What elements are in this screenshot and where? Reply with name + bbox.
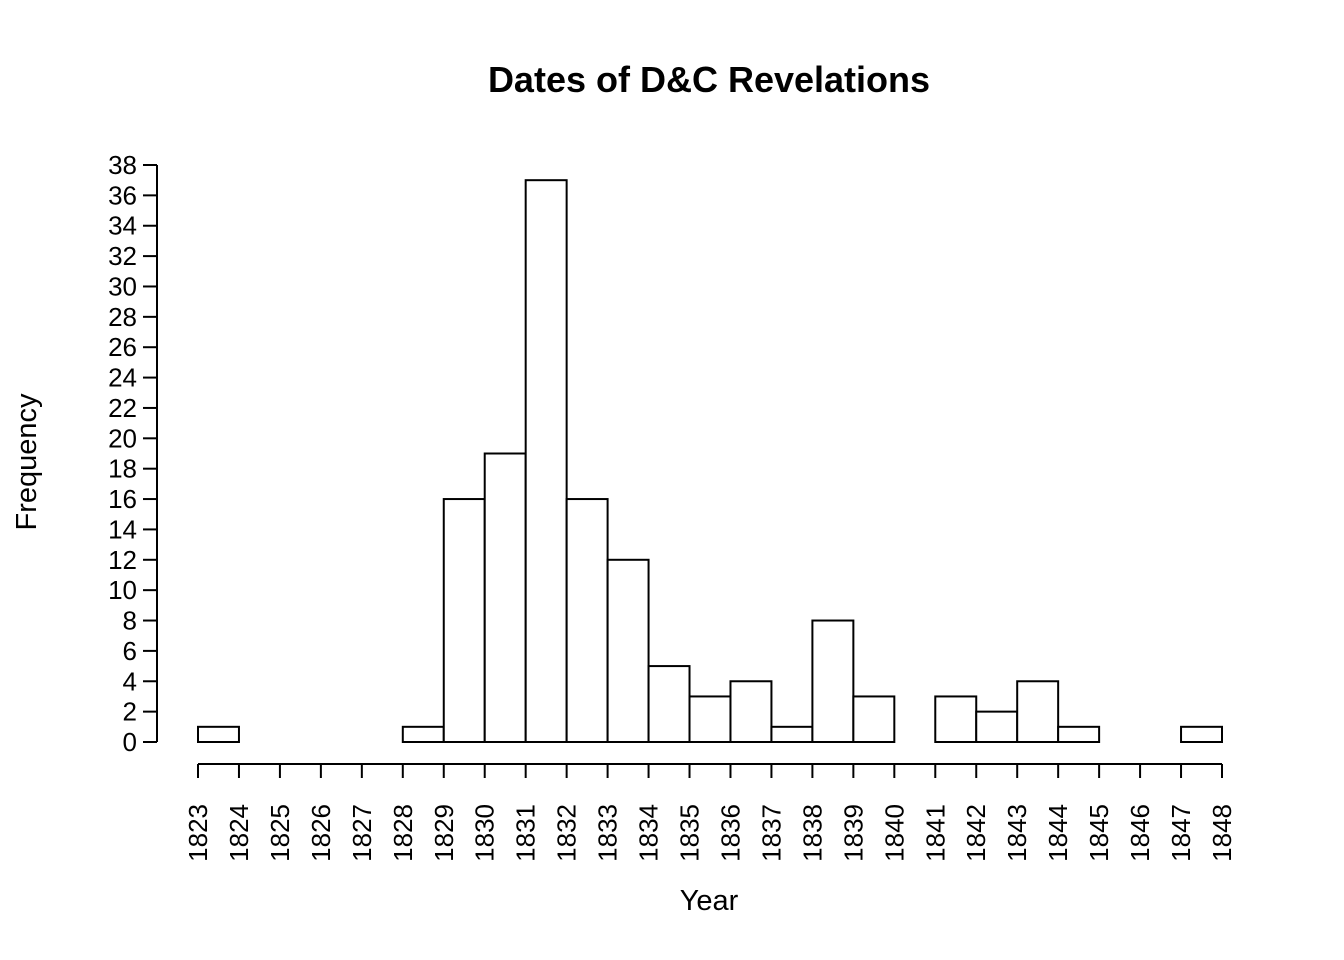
x-axis: 1823 1824 1825 1826 1827 1828 1829 1830 1831 1832… (183, 763, 1237, 862)
y-tick-label: 4 (123, 666, 137, 696)
histogram-bar-1837 (770, 725, 814, 744)
y-tick-label: 26 (108, 332, 137, 362)
histogram-bar-1832 (565, 498, 609, 744)
y-tick-label: 38 (108, 150, 137, 180)
histogram-bar-1847 (1180, 725, 1224, 744)
x-tick-label: 1836 (715, 804, 745, 862)
x-axis-label: Year (680, 885, 739, 917)
y-tick-label: 20 (108, 423, 137, 453)
x-tick-label: 1834 (634, 804, 664, 862)
y-tick-label: 30 (108, 271, 137, 301)
y-tick-label: 18 (108, 454, 137, 484)
histogram-bar-1830 (483, 452, 527, 743)
y-tick-label: 34 (108, 211, 137, 241)
y-tick-label: 0 (123, 727, 137, 757)
y-tick-label: 24 (108, 363, 137, 393)
histogram-bar-1841 (934, 695, 978, 744)
y-tick-label: 36 (108, 180, 137, 210)
y-tick-label: 10 (108, 575, 137, 605)
x-tick-label: 1838 (797, 804, 827, 862)
x-tick-label: 1841 (920, 804, 950, 862)
x-tick-label: 1827 (347, 804, 377, 862)
y-tick-label: 6 (123, 636, 137, 666)
histogram-bar-1828 (401, 725, 445, 744)
histogram-bar-1836 (729, 680, 773, 744)
x-tick-label: 1823 (183, 804, 213, 862)
histogram-bar-1823 (197, 725, 240, 744)
histogram-bar-1834 (647, 665, 691, 743)
y-tick-label: 16 (108, 484, 137, 514)
x-tick-label: 1840 (879, 804, 909, 862)
y-tick-label: 22 (108, 393, 137, 423)
x-tick-label: 1847 (1166, 804, 1196, 862)
x-tick-label: 1830 (470, 804, 500, 862)
y-tick-label: 28 (108, 302, 137, 332)
histogram-bar-1831 (524, 179, 568, 743)
x-tick-label: 1824 (224, 804, 254, 862)
x-tick-label: 1828 (388, 804, 418, 862)
histogram-bar-1844 (1057, 725, 1101, 744)
histogram-bar-1833 (606, 558, 650, 744)
x-tick-label: 1831 (511, 804, 541, 862)
x-tick-label: 1825 (265, 804, 295, 862)
x-tick-label: 1833 (593, 804, 623, 862)
histogram-bar-1842 (975, 710, 1019, 744)
y-tick-label: 14 (108, 514, 137, 544)
x-tick-label: 1829 (429, 804, 459, 862)
histogram-bar-1838 (811, 619, 855, 743)
x-tick-label: 1843 (1002, 804, 1032, 862)
x-tick-label: 1848 (1207, 804, 1237, 862)
x-tick-label: 1832 (552, 804, 582, 862)
chart-title: Dates of D&C Revelations (488, 59, 930, 100)
y-axis-label: Frequency (11, 393, 43, 531)
x-tick-label: 1837 (756, 804, 786, 862)
x-tick-label: 1835 (675, 804, 705, 862)
histogram-bar-1839 (852, 695, 896, 744)
x-tick-label: 1826 (306, 804, 336, 862)
x-tick-label: 1842 (961, 804, 991, 862)
histogram-bar-1835 (688, 695, 732, 744)
x-tick-label: 1846 (1125, 804, 1155, 862)
x-tick-label: 1839 (838, 804, 868, 862)
y-tick-label: 8 (123, 606, 137, 636)
x-tick-label: 1844 (1043, 804, 1073, 862)
histogram-bar-1829 (442, 498, 486, 744)
y-tick-label: 32 (108, 241, 137, 271)
histogram-bar-1843 (1016, 680, 1060, 744)
y-tick-label: 12 (108, 545, 137, 575)
bars-group (197, 179, 1224, 744)
x-tick-label: 1845 (1084, 804, 1114, 862)
y-tick-label: 2 (123, 697, 137, 727)
